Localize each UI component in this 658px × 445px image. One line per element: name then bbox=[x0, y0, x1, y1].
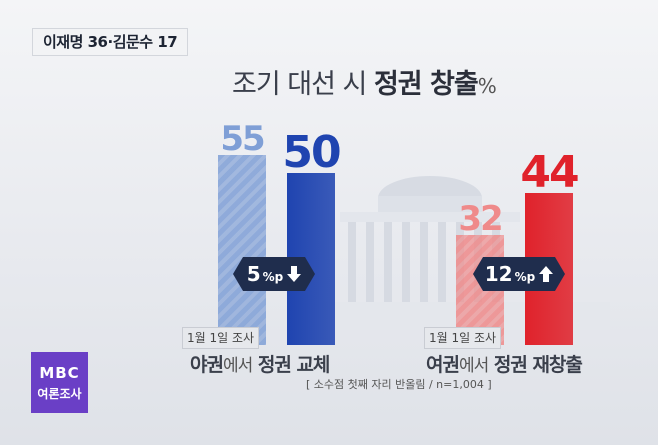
change-badge-right: 12 %p bbox=[473, 257, 565, 291]
date-label-left: 1월 1일 조사 bbox=[182, 327, 260, 349]
logo-line1: MBC bbox=[39, 364, 80, 382]
arrow-down-icon bbox=[287, 266, 301, 282]
change-value: 12 bbox=[484, 262, 513, 286]
arrow-up-icon bbox=[539, 266, 553, 282]
date-label-right: 1월 1일 조사 bbox=[424, 327, 502, 349]
headline-tag: 이재명 36·김문수 17 bbox=[32, 28, 189, 56]
mbc-poll-logo: MBC 여론조사 bbox=[31, 352, 88, 413]
title-highlight: 정권 창출 bbox=[373, 69, 479, 100]
category-label-left: 야권에서 정권 교체 bbox=[190, 350, 331, 377]
bar-value-label: 55 bbox=[220, 119, 265, 160]
bar-value-label: 44 bbox=[520, 147, 579, 199]
cat-part: 정권 교체 bbox=[252, 354, 331, 376]
change-badge-left: 5 %p bbox=[233, 257, 315, 291]
cat-part: 에서 bbox=[458, 356, 489, 376]
category-label-right: 여권에서 정권 재창출 bbox=[426, 350, 583, 377]
cat-part: 정권 재창출 bbox=[488, 354, 583, 376]
logo-line2: 여론조사 bbox=[37, 387, 82, 401]
cat-part: 여권 bbox=[426, 354, 460, 376]
change-value: 5 bbox=[246, 262, 261, 286]
bar-value-label: 50 bbox=[282, 126, 341, 178]
title-unit: % bbox=[477, 74, 497, 98]
footnote: [ 소수점 첫째 자리 반올림 / n=1,004 ] bbox=[306, 378, 492, 391]
bar-previous-0 bbox=[218, 155, 266, 345]
cat-part: 야권 bbox=[190, 354, 224, 376]
cat-part: 에서 bbox=[222, 356, 253, 376]
title-text: 조기 대선 시 bbox=[232, 69, 374, 100]
change-unit: %p bbox=[514, 270, 536, 284]
change-unit: %p bbox=[262, 270, 284, 284]
bar-value-label: 32 bbox=[458, 198, 503, 239]
chart-title: 조기 대선 시 정권 창출% bbox=[232, 62, 497, 101]
